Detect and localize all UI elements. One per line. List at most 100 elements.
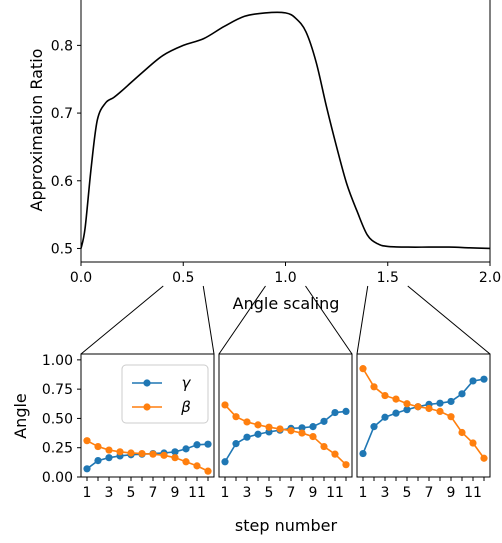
y-tick-label: 0.8 [51,38,73,54]
x-tick-label: 1.0 [274,270,296,286]
beta-point [287,427,295,435]
beta-point [425,404,433,413]
gamma-point [331,408,339,417]
gamma-point [342,407,350,415]
x-tick-label: 9 [171,485,180,501]
beta-point [193,462,201,470]
gamma-point [221,458,229,466]
y-tick-label: 0.5 [51,241,73,257]
gamma-point [370,423,378,431]
x-tick-label: 1 [359,485,368,501]
gamma-point [436,399,444,407]
beta-point [265,423,273,431]
x-tick-label: 1.5 [377,270,399,286]
legend-label: γ [182,374,192,392]
x-tick-label: 5 [127,485,136,501]
beta-point [160,451,168,459]
y-axis-label: Approximation Ratio [27,49,46,212]
x-tick-label: 11 [464,485,482,501]
beta-point [204,467,212,475]
beta-point [381,391,389,400]
gamma-point [359,449,367,458]
x-tick-label: 2.0 [479,270,501,286]
beta-point [480,454,488,462]
beta-point [171,454,179,462]
y-tick-label: 0.75 [42,382,73,398]
gamma-point [480,375,488,383]
beta-point [83,437,91,445]
y-axis-label: Angle [11,393,30,439]
zoom-connector [202,285,215,355]
zoom-connector-lines [80,285,491,355]
beta-point [276,425,284,433]
y-tick-label: 0.50 [42,411,73,427]
y-tick-label: 0.25 [42,441,73,457]
beta-point [243,418,251,426]
beta-point [298,429,306,437]
gamma-point [447,397,455,406]
beta-series-line [86,439,209,472]
gamma-series-line [86,443,209,470]
beta-point [392,395,400,403]
beta-point [94,442,102,451]
x-tick-label: 1 [221,485,230,501]
beta-point [469,439,477,447]
beta-point [127,449,135,457]
legend-swatch-marker [143,379,151,387]
beta-point [359,365,367,373]
beta-point [342,461,350,469]
gamma-point [83,465,91,473]
x-tick-label: 11 [326,485,344,501]
gamma-point [381,413,389,421]
x-tick-label: 7 [425,485,434,501]
gamma-point [458,390,466,398]
beta-point [331,450,339,458]
subplot-frame [218,353,353,478]
beta-point [149,450,157,458]
gamma-point [182,445,190,453]
gamma-point [403,406,411,414]
beta-point [447,413,455,421]
gamma-point [320,417,328,425]
gamma-point [204,440,212,448]
beta-point [116,448,124,456]
legend-label: β [180,398,191,416]
x-axis-label: step number [235,516,338,535]
beta-point [221,401,229,409]
beta-point [309,432,317,441]
zoom-connector [356,285,369,355]
angle-subplot-1: 1 3 5 7 9 11 0.00 0.25 0.50 0.75 1.00 Angle [11,353,215,501]
gamma-point [254,430,262,438]
subplot-frame [356,353,491,478]
beta-point [403,400,411,408]
gamma-point [392,409,400,417]
beta-series-line [362,368,485,459]
angle-subplot-2: 1 3 5 7 9 11 step number [218,353,353,535]
subplot-frame [80,353,215,478]
legend-swatch-marker [143,403,151,411]
gamma-point [243,433,251,441]
x-tick-label: 0.0 [70,270,92,286]
x-axis-label: Angle scaling [233,294,340,313]
x-tick-label: 11 [188,485,206,501]
legend-box [121,364,209,424]
beta-point [458,428,466,437]
angle-subplot-3: 1 3 5 7 9 11 [356,353,491,501]
beta-point [414,403,422,411]
x-tick-label: 9 [447,485,456,501]
x-tick-label: 3 [243,485,252,501]
gamma-point [298,424,306,432]
x-tick-label: 7 [149,485,158,501]
beta-point [370,383,378,391]
beta-point [182,458,190,466]
top-axes-frame [80,0,491,263]
y-tick-label: 1.00 [42,353,73,369]
zoom-connector [305,285,353,355]
gamma-series-line [362,378,485,454]
x-tick-label: 7 [287,485,296,501]
beta-point [105,446,113,454]
gamma-point [232,440,240,448]
gamma-point [309,423,317,431]
beta-point [232,413,240,421]
